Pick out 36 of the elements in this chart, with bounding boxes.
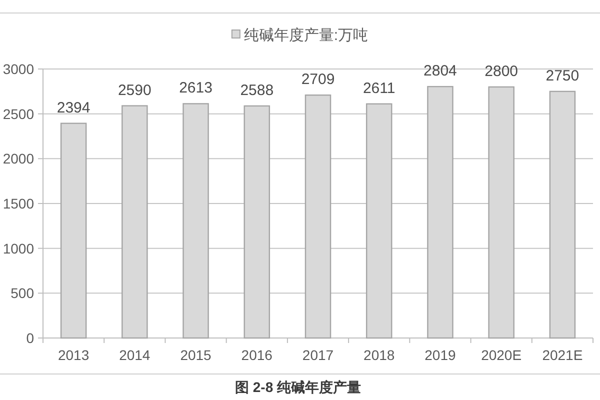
data-label: 2709: [301, 71, 335, 88]
x-tick-label: 2017: [302, 347, 334, 363]
data-label: 2394: [56, 99, 90, 116]
bar: [304, 94, 332, 339]
y-tick-label: 2500: [2, 106, 34, 122]
y-tick-label: 1000: [2, 240, 34, 256]
data-label: 2804: [424, 62, 457, 80]
data-label: 2800: [484, 62, 518, 80]
x-tick-label: 2021E: [542, 347, 583, 363]
x-tick-label: 2020E: [481, 347, 522, 363]
x-tick-label: 2016: [241, 347, 273, 363]
data-label: 2590: [118, 82, 152, 99]
y-tick-label: 3000: [2, 61, 34, 77]
x-tick-label: 2014: [119, 347, 150, 363]
legend: 纯碱年度产量:万吨: [231, 27, 368, 44]
y-tick-label: 0: [26, 330, 34, 346]
bar: [366, 103, 392, 339]
x-tick-label: 2013: [58, 347, 90, 363]
bar: [427, 86, 454, 339]
bar: [549, 90, 576, 339]
bar: [488, 86, 514, 339]
x-tick-label: 2018: [364, 347, 395, 363]
y-tick-label: 500: [10, 285, 34, 302]
y-tick-label: 1500: [2, 196, 34, 212]
bar: [182, 103, 209, 339]
bar: [60, 122, 87, 339]
bar: [122, 105, 148, 339]
data-label: 2750: [546, 67, 580, 84]
bar: [244, 105, 270, 339]
data-label: 2611: [362, 80, 396, 97]
y-tick-label: 2000: [2, 150, 34, 167]
x-tick-label: 2019: [424, 347, 456, 363]
data-label: 2588: [240, 82, 274, 99]
x-tick-label: 2015: [180, 347, 212, 363]
data-label: 2613: [179, 80, 212, 97]
annotation: 图 2-8 纯碱年度产量: [235, 379, 361, 395]
